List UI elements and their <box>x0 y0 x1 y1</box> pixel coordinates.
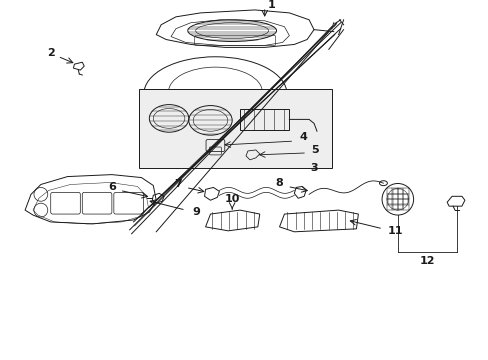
Text: 10: 10 <box>224 194 240 204</box>
Text: 12: 12 <box>419 256 434 266</box>
Bar <box>240 109 289 130</box>
Text: 1: 1 <box>267 0 275 10</box>
Text: 5: 5 <box>310 145 318 155</box>
Text: 3: 3 <box>309 163 317 173</box>
Bar <box>139 89 331 168</box>
Text: 4: 4 <box>299 132 306 142</box>
Text: 8: 8 <box>275 179 283 189</box>
Text: 9: 9 <box>192 207 200 217</box>
Text: 6: 6 <box>108 183 116 193</box>
Text: 11: 11 <box>387 226 403 236</box>
Text: 7: 7 <box>174 180 182 189</box>
Text: 2: 2 <box>47 48 55 58</box>
